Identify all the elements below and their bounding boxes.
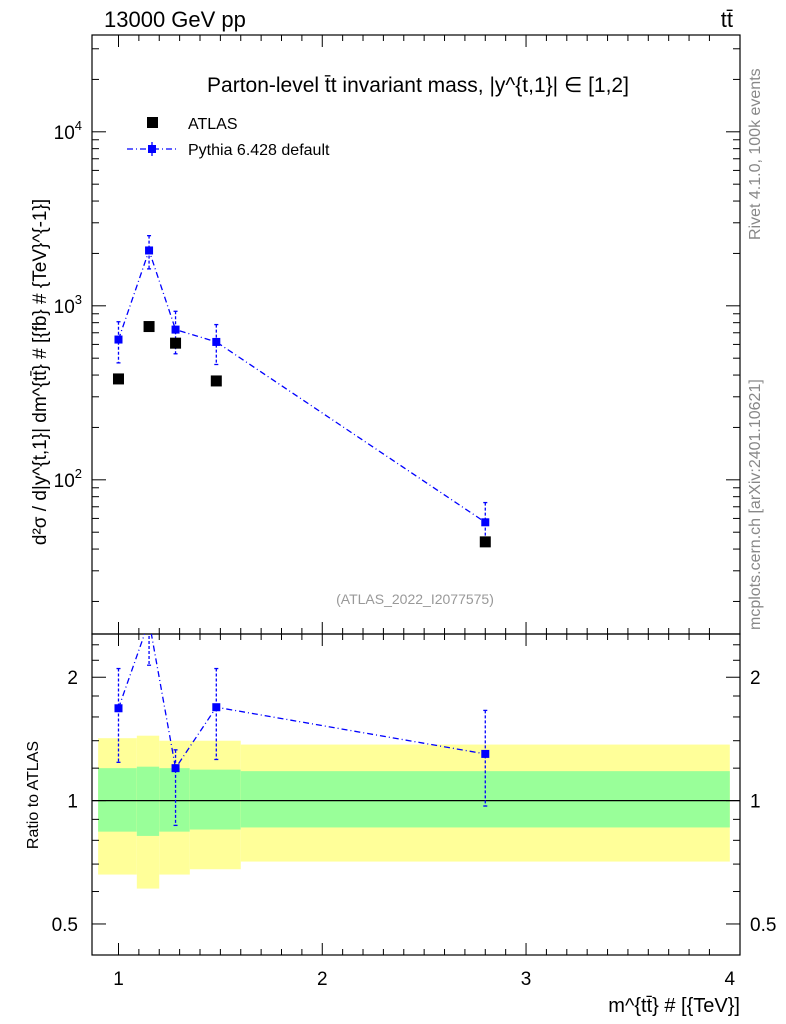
ratio-frame [91, 633, 741, 956]
ratio-band-inner [159, 768, 190, 832]
legend-atlas-label: ATLAS [188, 116, 238, 133]
legend: ATLAS Pythia 6.428 default [127, 116, 330, 159]
ratio-tick-label-right: 0.5 [750, 915, 776, 936]
y-tick-label: 102 [54, 466, 82, 492]
main-panel: 102 103 104 [54, 34, 741, 646]
rivet-label: Rivet 4.1.0, 100k events [747, 68, 764, 240]
legend-pythia-label: Pythia 6.428 default [188, 142, 330, 159]
ratio-tick-label-left: 1 [67, 792, 78, 813]
y-axis-label: d²σ / d|y^{t,1}| dm^{tt̄} # [{fb} # {TeV… [30, 199, 51, 545]
chart-title: Parton-level t̄t invariant mass, |y^{t,1… [207, 74, 629, 97]
ratio-band-inner [136, 766, 160, 836]
pythia-line [117, 248, 486, 523]
ratio-y-axis-label: Ratio to ATLAS [25, 741, 42, 849]
atlas-point [143, 321, 155, 333]
analysis-id: (ATLAS_2022_I2077575) [336, 591, 494, 607]
pythia-point [481, 518, 490, 527]
ratio-band-inner [98, 768, 137, 832]
ratio-band-inner [240, 771, 730, 828]
pythia-point [212, 337, 221, 346]
energy-label: 13000 GeV pp [104, 7, 246, 32]
ratio-band-inner [189, 769, 241, 830]
ratio-pythia-line [117, 634, 486, 770]
ratio-point [212, 703, 221, 712]
ratio-point [145, 617, 153, 625]
x-axis-label: m^{tt̄} # [{TeV}] [608, 995, 740, 1017]
atlas-point [170, 337, 182, 349]
ratio-panel: 1 2 3 4 0.5 0.5 1 1 2 2 [52, 617, 776, 990]
pythia-point [171, 325, 180, 334]
ratio-series [114, 617, 490, 827]
pythia-point [114, 335, 123, 344]
x-tick-label: 2 [317, 969, 328, 990]
ratio-point [114, 704, 123, 713]
ratio-tick-label-left: 2 [67, 668, 78, 689]
x-tick-label: 4 [725, 969, 736, 990]
ratio-point [171, 764, 180, 773]
pythia-point [145, 246, 154, 255]
atlas-point [479, 536, 491, 548]
process-label: tt̄ [721, 7, 733, 32]
ratio-tick-label-right: 2 [750, 668, 761, 689]
legend-pythia-marker [148, 145, 156, 153]
atlas-point [210, 375, 222, 387]
x-tick-label: 3 [521, 969, 532, 990]
ratio-point [481, 749, 490, 758]
ratio-tick-label-right: 1 [750, 792, 761, 813]
atlas-point [112, 373, 124, 385]
y-tick-label: 104 [54, 118, 82, 144]
x-tick-label: 1 [113, 969, 124, 990]
ratio-tick-label-left: 0.5 [52, 915, 78, 936]
y-tick-label: 103 [54, 292, 82, 318]
legend-atlas-marker [147, 117, 158, 128]
mcplots-label: mcplots.cern.ch [arXiv:2401.10621] [747, 379, 764, 630]
